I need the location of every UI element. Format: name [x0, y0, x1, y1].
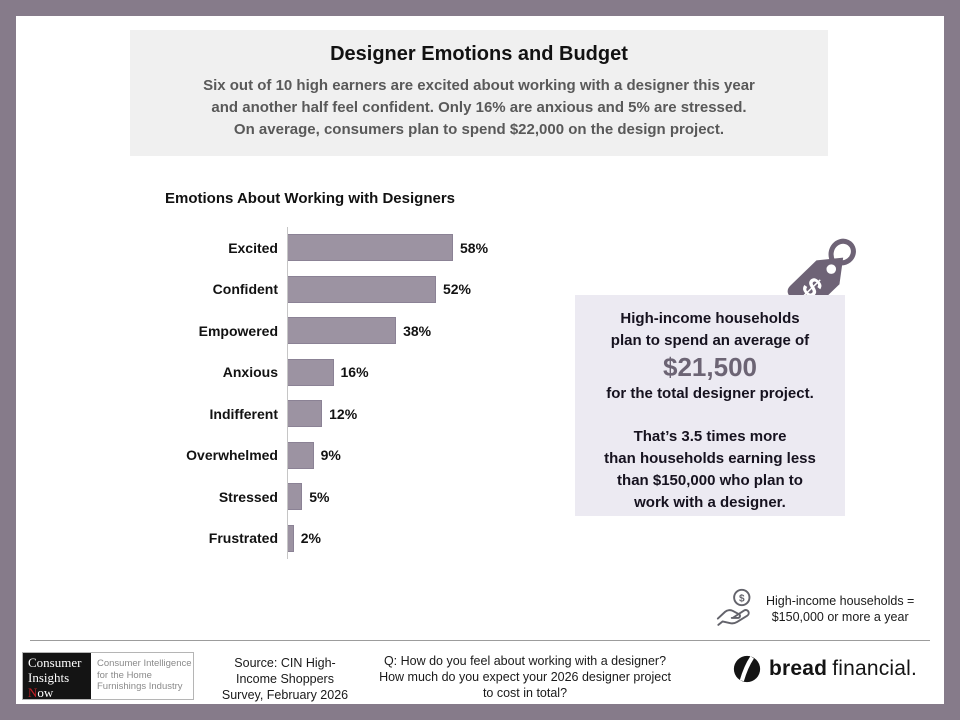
source-line: Income Shoppers [236, 672, 334, 686]
bar-area: 2% [287, 517, 595, 559]
header-subtitle: Six out of 10 high earners are excited a… [130, 75, 828, 141]
subtitle-line: Six out of 10 high earners are excited a… [203, 77, 755, 94]
chart-row: Frustrated 2% [165, 517, 595, 559]
page-title: Designer Emotions and Budget [330, 43, 628, 65]
chart-row: Anxious 16% [165, 351, 595, 393]
bar [288, 234, 453, 262]
question-line: Q: How do you feel about working with a … [383, 654, 667, 668]
cin-logo-mark: Consumer Insights Now [23, 653, 91, 700]
source-note: Source: CIN High- Income Shoppers Survey… [205, 655, 365, 703]
bar-category-label: Excited [228, 239, 278, 256]
bar [288, 441, 314, 469]
subtitle-line: and another half feel confident. Only 16… [211, 99, 747, 116]
definition-line: $150,000 or more a year [771, 610, 909, 624]
callout-line: That’s 3.5 times more [633, 428, 787, 445]
bar-value-label: 9% [320, 447, 341, 464]
bar-area: 58% [287, 227, 595, 269]
bar-category-label: Stressed [218, 488, 278, 505]
bread-financial-wordmark: bread financial. [769, 657, 917, 681]
bar [288, 275, 436, 303]
callout-line: work with a designer. [634, 494, 786, 511]
chart-row: Overwhelmed 9% [165, 434, 595, 476]
bar-category-label: Frustrated [208, 530, 278, 547]
bar [288, 400, 323, 428]
cin-logo-red-letter: N [28, 685, 38, 700]
bar-value-label: 5% [309, 488, 330, 505]
bar-category-label: Overwhelmed [186, 447, 278, 464]
bar-chart: Excited 58% Confident 52% Empowered 38% Anxiou… [165, 227, 595, 559]
definition-text: High-income households = $150,000 or mor… [766, 593, 914, 625]
bar [288, 524, 294, 552]
bar-value-label: 52% [442, 281, 471, 298]
question-line: to cost in total? [482, 686, 568, 700]
bar-value-label: 58% [460, 239, 489, 256]
callout-line: for the total designer project. [606, 385, 814, 402]
callout-line: plan to spend an average of [610, 332, 810, 349]
bar-category-label: Anxious [222, 364, 278, 381]
chart-row: Empowered 38% [165, 310, 595, 352]
footer-divider [30, 640, 930, 641]
cin-tagline-line: for the Home [97, 669, 152, 681]
survey-question: Q: How do you feel about working with a … [350, 653, 700, 701]
bar-category-label: Empowered [198, 322, 278, 339]
callout-line: than $150,000 who plan to [617, 472, 803, 489]
bar [288, 483, 303, 511]
bar-category-label: Indifferent [209, 405, 278, 422]
chart-row: Indifferent 12% [165, 393, 595, 435]
bar-area: 5% [287, 476, 595, 518]
definition-note: $ High-income households = $150,000 or m… [714, 586, 914, 632]
bar-category-label: Confident [212, 281, 278, 298]
cin-tagline-line: Consumer Intelligence [97, 658, 192, 669]
chart-title: Emotions About Working with Designers [165, 190, 456, 207]
spend-callout: High-income households plan to spend an … [575, 295, 845, 516]
brand-bold-text: bread [769, 657, 828, 680]
coin-in-hand-icon: $ [716, 588, 751, 626]
bar [288, 358, 334, 386]
cin-logo-line: Consumer [28, 655, 82, 670]
chart-row: Excited 58% [165, 227, 595, 269]
question-line: How much do you expect your 2026 designe… [379, 670, 671, 684]
callout-amount: $21,500 [663, 352, 757, 382]
brand-regular-text: financial. [832, 657, 918, 680]
cin-tagline: Consumer Intelligence for the Home Furni… [91, 653, 192, 699]
source-line: Source: CIN High- [234, 656, 336, 670]
callout-line: than households earning less [604, 450, 816, 467]
source-line: Survey, February 2026 [221, 688, 349, 702]
bread-financial-icon [733, 655, 761, 683]
bar-area: 12% [287, 393, 595, 435]
bar [288, 317, 397, 345]
cin-logo-line: Now [28, 685, 91, 700]
cin-tagline-line: Furnishings Industry [97, 681, 183, 692]
header-box: Designer Emotions and Budget Six out of … [130, 30, 828, 156]
chart-row: Stressed 5% [165, 476, 595, 518]
cin-logo-line: Insights [28, 670, 70, 685]
cin-logo: Consumer Insights Now Consumer Intellige… [22, 652, 194, 700]
bar-area: 38% [287, 310, 595, 352]
bar-area: 9% [287, 434, 595, 476]
svg-text:$: $ [739, 593, 745, 604]
bar-value-label: 2% [300, 530, 321, 547]
bar-area: 52% [287, 268, 595, 310]
definition-line: High-income households = [766, 594, 915, 608]
cin-logo-rest: ow [37, 685, 54, 700]
subtitle-line: On average, consumers plan to spend $22,… [233, 121, 725, 138]
callout-spacer [575, 405, 845, 426]
bar-value-label: 38% [403, 322, 432, 339]
bar-area: 16% [287, 351, 595, 393]
bread-financial-logo: bread financial. [732, 654, 917, 684]
bar-value-label: 12% [329, 405, 358, 422]
bar-value-label: 16% [340, 364, 369, 381]
chart-row: Confident 52% [165, 268, 595, 310]
callout-line: High-income households [620, 310, 800, 327]
slide-content: Designer Emotions and Budget Six out of … [16, 16, 944, 704]
